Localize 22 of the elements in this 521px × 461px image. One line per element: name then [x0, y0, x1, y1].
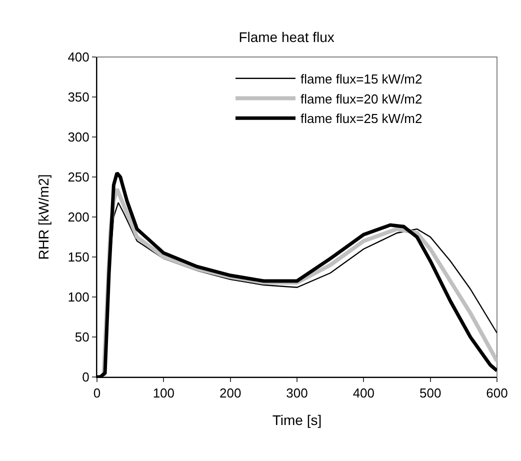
x-tick-label: 0 [93, 386, 101, 401]
x-tick-label: 300 [286, 386, 308, 401]
y-tick-label: 300 [68, 130, 90, 145]
y-tick-label: 50 [74, 330, 90, 345]
chart-title: Flame heat flux [238, 29, 334, 46]
legend-label: flame flux=25 kW/m2 [300, 111, 422, 126]
y-tick-label: 400 [68, 50, 90, 65]
legend-label: flame flux=15 kW/m2 [300, 71, 422, 86]
y-tick-label: 200 [68, 210, 90, 225]
x-axis-title: Time [s] [272, 412, 322, 428]
y-tick-label: 150 [68, 250, 90, 265]
x-tick-label: 600 [486, 386, 508, 401]
legend-label: flame flux=20 kW/m2 [300, 91, 422, 106]
y-tick-label: 350 [68, 90, 90, 105]
y-axis-title: RHR [kW/m2] [35, 174, 52, 260]
x-tick-label: 400 [352, 386, 375, 401]
y-tick-label: 250 [68, 170, 90, 185]
y-tick-label: 0 [82, 370, 90, 385]
y-tick-label: 100 [68, 290, 90, 305]
x-tick-label: 500 [419, 386, 442, 401]
x-tick-label: 100 [152, 386, 175, 401]
x-tick-label: 200 [219, 386, 242, 401]
